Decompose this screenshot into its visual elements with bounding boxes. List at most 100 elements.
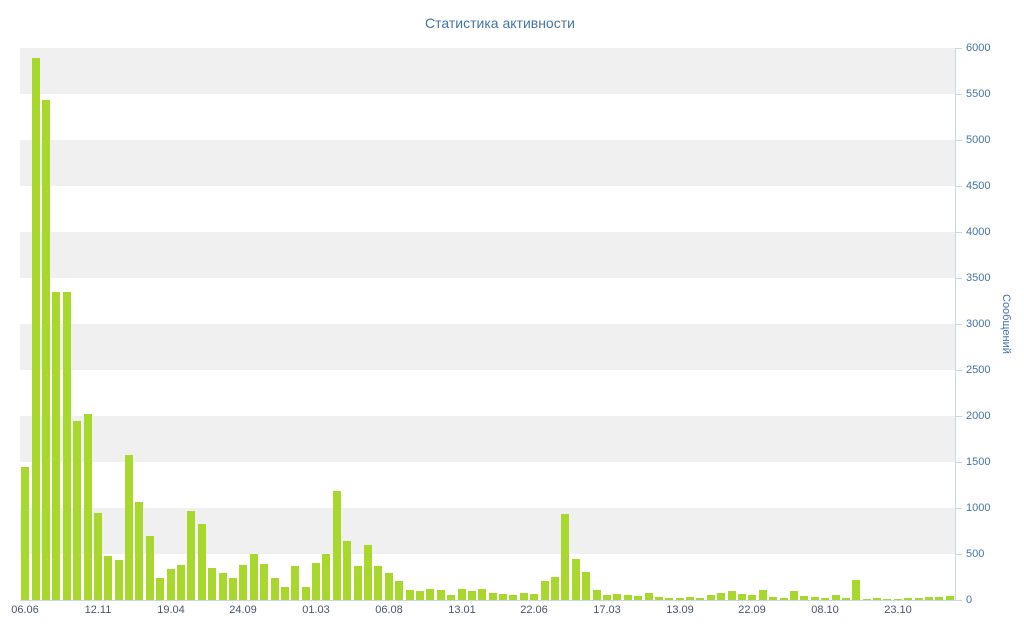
bar[interactable] [593,590,601,600]
bar[interactable] [458,589,466,600]
bar[interactable] [125,455,133,600]
bar[interactable] [821,598,829,600]
x-axis-label: 13.09 [666,604,694,616]
bar[interactable] [645,593,653,600]
bar[interactable] [374,566,382,600]
bar[interactable] [686,597,694,600]
bar[interactable] [717,593,725,600]
bar[interactable] [281,587,289,600]
bar[interactable] [63,292,71,600]
bar[interactable] [832,595,840,600]
bar[interactable] [655,597,663,600]
bar[interactable] [250,554,258,600]
bar[interactable] [84,414,92,600]
bar[interactable] [416,591,424,600]
bar[interactable] [915,598,923,600]
bar[interactable] [219,573,227,600]
bar[interactable] [447,595,455,600]
bar[interactable] [73,421,81,600]
bar[interactable] [883,599,891,600]
bar[interactable] [935,597,943,600]
bar[interactable] [135,502,143,600]
bar[interactable] [811,597,819,600]
bar[interactable] [167,569,175,600]
bar[interactable] [696,598,704,600]
bar[interactable] [707,595,715,600]
bar[interactable] [863,599,871,600]
bar[interactable] [572,559,580,600]
bar[interactable] [894,599,902,600]
bar[interactable] [146,536,154,600]
bar[interactable] [104,556,112,600]
plot-band [20,416,955,462]
bar[interactable] [530,594,538,600]
bar[interactable] [582,572,590,600]
y-axis-label: 1000 [966,502,991,514]
x-axis-label: 06.08 [375,604,403,616]
bar[interactable] [385,573,393,600]
bar[interactable] [842,598,850,600]
bar[interactable] [478,589,486,600]
bar[interactable] [187,511,195,600]
bar[interactable] [499,594,507,600]
bar[interactable] [520,593,528,600]
bar[interactable] [177,565,185,600]
bar[interactable] [904,598,912,600]
bar[interactable] [665,598,673,600]
bar[interactable] [406,590,414,600]
bar[interactable] [302,587,310,600]
bar[interactable] [239,565,247,600]
bar[interactable] [156,578,164,600]
bar[interactable] [322,554,330,600]
bar[interactable] [229,578,237,600]
bar[interactable] [21,467,29,600]
bar[interactable] [780,598,788,600]
bar[interactable] [198,524,206,600]
bar[interactable] [354,566,362,600]
bar[interactable] [946,596,954,600]
bar[interactable] [613,594,621,600]
bar[interactable] [260,564,268,600]
bar[interactable] [676,598,684,600]
bar[interactable] [94,513,102,600]
bar[interactable] [426,589,434,600]
bar[interactable] [624,595,632,600]
bar[interactable] [52,292,60,600]
bar[interactable] [468,591,476,600]
bar[interactable] [437,590,445,600]
bar[interactable] [738,594,746,600]
bar[interactable] [551,577,559,600]
bar[interactable] [769,597,777,600]
bar[interactable] [634,596,642,600]
bar[interactable] [489,593,497,600]
bar[interactable] [541,581,549,600]
bar[interactable] [333,491,341,600]
bar[interactable] [208,568,216,600]
bar[interactable] [343,541,351,600]
bar[interactable] [509,595,517,600]
bar[interactable] [115,560,123,600]
plot-area [20,48,955,600]
bar[interactable] [395,581,403,600]
x-axis-label: 19.04 [157,604,185,616]
bar[interactable] [728,591,736,600]
bar[interactable] [852,580,860,600]
bar[interactable] [291,566,299,600]
bar[interactable] [790,591,798,600]
bar[interactable] [561,514,569,600]
bar[interactable] [32,58,40,600]
bar[interactable] [925,597,933,600]
y-axis-label: 4000 [966,226,991,238]
y-axis-tick [956,554,962,555]
bar[interactable] [800,596,808,600]
bar[interactable] [42,100,50,600]
bar[interactable] [312,563,320,600]
plot-band [20,140,955,186]
bar[interactable] [364,545,372,600]
bar[interactable] [759,590,767,600]
y-axis-label: 3000 [966,318,991,330]
bar[interactable] [873,598,881,600]
bar[interactable] [603,595,611,600]
bar[interactable] [748,595,756,600]
bar[interactable] [271,578,279,600]
